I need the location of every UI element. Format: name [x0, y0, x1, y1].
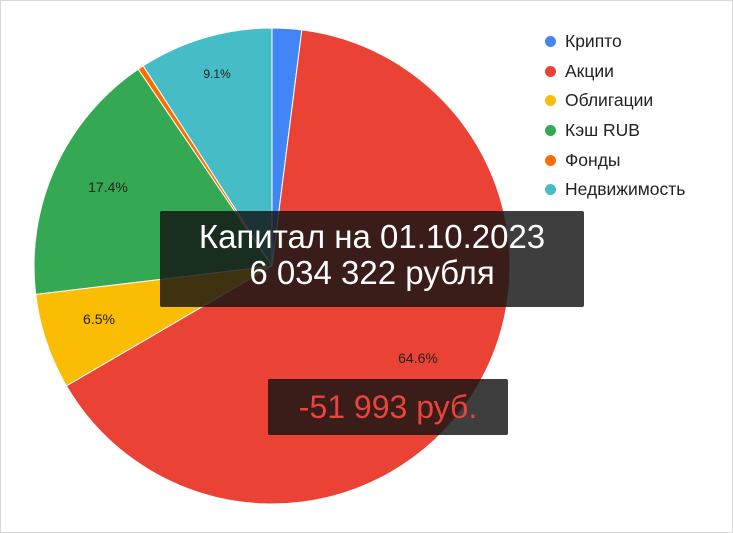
capital-amount: 6 034 322 рубля — [249, 254, 495, 291]
change-overlay: -51 993 руб. — [268, 379, 508, 435]
slice-label-2: 6.5% — [83, 311, 115, 327]
chart-legend: Крипто Акции Облигации Кэш RUB Фонды Недвижим… — [545, 27, 685, 205]
legend-dot-icon — [545, 154, 556, 166]
capital-change: -51 993 руб. — [298, 389, 478, 425]
legend-item-3: Кэш RUB — [545, 116, 685, 146]
legend-dot-icon — [545, 95, 556, 107]
pie-slice-5 — [142, 27, 273, 268]
legend-item-1: Акции — [545, 57, 685, 87]
legend-dot-icon — [545, 125, 556, 137]
slice-label-3: 17.4% — [88, 179, 128, 195]
legend-item-4: Фонды — [545, 145, 685, 175]
legend-dot-icon — [545, 184, 556, 196]
slice-label-5: 9.1% — [203, 67, 231, 81]
legend-dot-icon — [545, 65, 556, 77]
legend-label: Фонды — [565, 149, 621, 170]
legend-item-2: Облигации — [545, 86, 685, 116]
legend-item-5: Недвижимость — [545, 175, 685, 205]
legend-dot-icon — [545, 36, 556, 48]
legend-label: Кэш RUB — [565, 120, 640, 141]
legend-item-0: Крипто — [545, 27, 685, 57]
legend-label: Облигации — [565, 90, 654, 111]
legend-label: Недвижимость — [565, 179, 686, 200]
legend-label: Крипто — [565, 31, 622, 52]
slice-label-1: 64.6% — [398, 350, 438, 366]
capital-overlay: Капитал на 01.10.2023 6 034 322 рубля — [160, 211, 584, 307]
legend-label: Акции — [565, 60, 614, 81]
capital-title: Капитал на 01.10.2023 — [198, 218, 546, 255]
